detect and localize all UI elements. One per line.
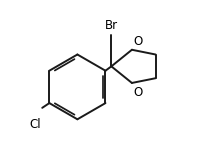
Text: Br: Br <box>105 19 118 32</box>
Text: O: O <box>133 35 143 48</box>
Text: O: O <box>133 86 143 99</box>
Text: Cl: Cl <box>29 118 41 131</box>
